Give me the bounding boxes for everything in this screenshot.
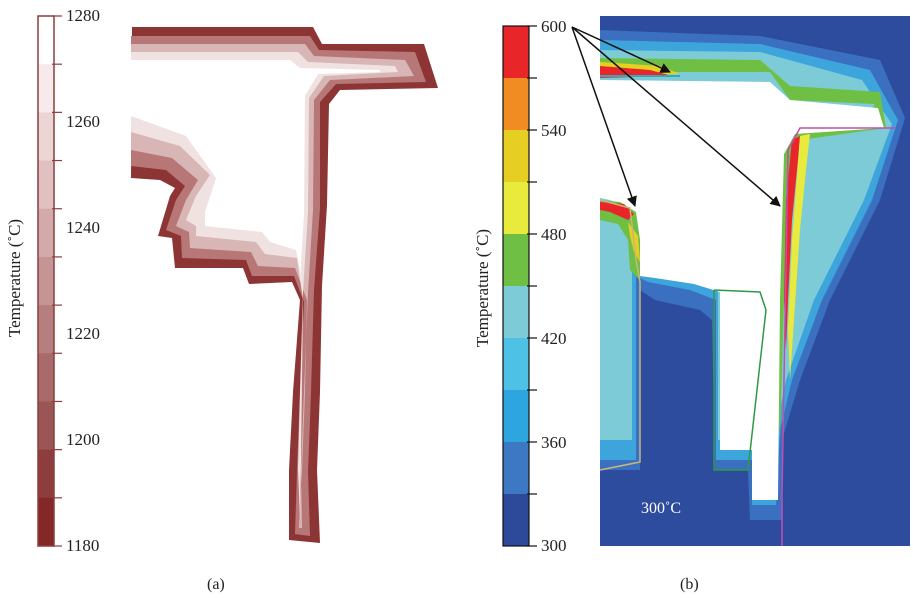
panel-a-caption: (a) <box>207 576 225 593</box>
colorbar-swatch <box>38 16 54 65</box>
colorbar-a-tick-1260: 1260 <box>66 112 100 131</box>
colorbar-swatch <box>503 130 529 183</box>
colorbar-a-swatches <box>38 16 54 547</box>
temperature-field-a <box>131 27 438 543</box>
colorbar-a-tick-1220: 1220 <box>66 324 100 343</box>
colorbar-a-tick-1200: 1200 <box>66 430 100 449</box>
colorbar-b-tick-300: 300 <box>541 536 567 555</box>
colorbar-swatch <box>38 112 54 162</box>
colorbar-swatch <box>38 256 54 306</box>
colorbar-swatch <box>38 305 54 354</box>
colorbar-swatch <box>503 494 529 547</box>
colorbar-swatch <box>503 182 529 235</box>
riser-b-band <box>600 200 640 280</box>
band-b-green <box>600 58 886 440</box>
colorbar-b-tick-600: 600 <box>541 17 567 36</box>
colorbar-swatch <box>503 338 529 391</box>
colorbar-swatch <box>503 390 529 443</box>
sprue-b-yellow <box>788 134 810 380</box>
colorbar-b-swatches <box>503 26 529 547</box>
colorbar-a-tick-1180: 1180 <box>66 536 100 555</box>
colorbar-swatch <box>38 160 54 210</box>
colorbar-swatch <box>38 208 54 258</box>
colorbar-b-title: Temperature (˚C) <box>473 228 492 348</box>
colorbar-b-tick-420: 420 <box>541 329 567 348</box>
arrow-3 <box>571 26 781 207</box>
colorbar-a-tick-1280: 1280 <box>66 6 100 25</box>
annotation-300c: 300˚C <box>641 500 681 517</box>
mold-outline-right <box>781 127 896 546</box>
colorbar-swatch <box>38 497 54 547</box>
arrow-1 <box>571 26 671 73</box>
colorbar-b-ticks <box>527 25 537 547</box>
colorbar-a-frame <box>37 15 55 547</box>
colorbar-a-tick-1240: 1240 <box>66 218 100 237</box>
mold-outline-center <box>713 289 767 471</box>
colorbar-swatch <box>503 286 529 339</box>
colorbar-swatch <box>503 234 529 287</box>
colorbar-swatch <box>38 353 54 402</box>
colorbar-b-tick-480: 480 <box>541 225 567 244</box>
panel-b-caption: (b) <box>680 576 699 593</box>
colorbar-a-ticks <box>52 15 62 547</box>
colorbar-swatch <box>38 401 54 451</box>
core-b <box>600 80 884 500</box>
colorbar-swatch <box>503 26 529 79</box>
colorbar-swatch <box>38 64 54 113</box>
core-a <box>131 60 380 280</box>
arrow-2 <box>571 26 637 207</box>
temperature-field-b <box>571 16 910 546</box>
mold-outline-left <box>599 199 641 471</box>
colorbar-b-tick-360: 360 <box>541 433 567 452</box>
colorbar-swatch <box>503 442 529 495</box>
colorbar-b-tick-540: 540 <box>541 121 567 140</box>
colorbar-swatch <box>38 449 54 499</box>
colorbar-swatch <box>503 78 529 131</box>
